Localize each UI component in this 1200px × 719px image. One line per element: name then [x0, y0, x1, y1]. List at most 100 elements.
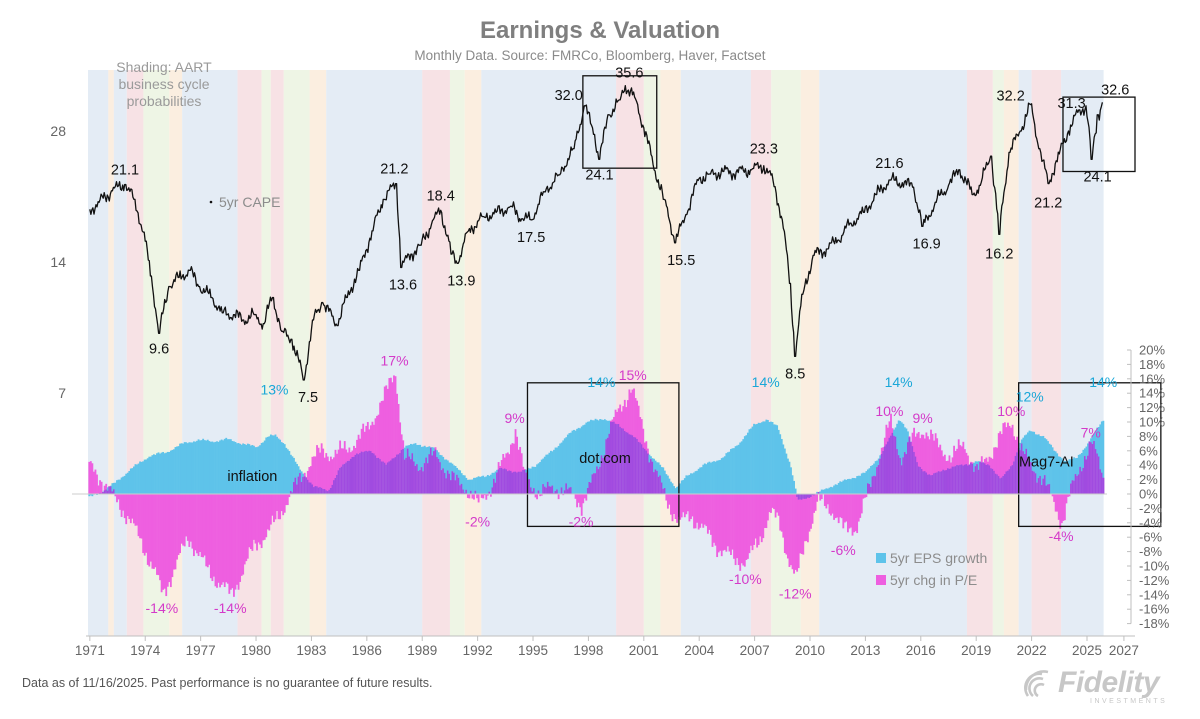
- pe-label: 9%: [504, 410, 524, 426]
- right-tick-label: -4%: [1139, 515, 1163, 530]
- chart-title: Earnings & Valuation: [480, 17, 720, 44]
- cycle-shade-recession: [262, 70, 271, 636]
- x-tick-label-2004: 2004: [684, 643, 715, 658]
- shading-note-line-1: Shading: AART: [116, 59, 212, 75]
- cycle-shade-early: [1004, 70, 1019, 636]
- logo-subtitle: INVESTMENTS: [1090, 698, 1167, 705]
- left-tick-label-14: 14: [50, 254, 66, 270]
- right-tick-label: 4%: [1139, 458, 1158, 473]
- cape-label-21.2: 21.2: [1034, 196, 1062, 212]
- cape-label-24.1: 24.1: [585, 167, 613, 183]
- right-tick-label: 18%: [1139, 357, 1165, 372]
- cycle-shade-expansion: [1019, 70, 1032, 636]
- cycle-shade-expansion: [481, 70, 616, 636]
- x-tick-label-2013: 2013: [850, 643, 880, 658]
- shading-note-line-3: probabilities: [127, 93, 202, 109]
- x-tick-label-2001: 2001: [629, 643, 659, 658]
- x-tick-label-1983: 1983: [296, 643, 326, 658]
- pe-change-bar: [821, 494, 823, 499]
- pe-change-bar: [816, 494, 818, 502]
- eps-label: 13%: [260, 381, 288, 397]
- cycle-shade-late: [1032, 70, 1062, 636]
- pe-label: -14%: [214, 600, 247, 616]
- pe-label: -14%: [146, 600, 179, 616]
- left-tick-label-7: 7: [58, 385, 66, 401]
- x-tick-label-2027: 2027: [1109, 643, 1139, 658]
- cape-label-7.5: 7.5: [298, 390, 318, 406]
- cape-label-32.6: 32.6: [1101, 82, 1129, 98]
- x-tick-label-1977: 1977: [186, 643, 216, 658]
- cape-label-32.2: 32.2: [997, 89, 1025, 105]
- pe-label: 10%: [875, 403, 903, 419]
- pe-label: 7%: [1081, 425, 1101, 441]
- right-tick-label: -18%: [1139, 616, 1170, 631]
- right-tick-label: 16%: [1139, 371, 1165, 386]
- cape-label-35.6: 35.6: [615, 66, 643, 82]
- pe-label: -10%: [729, 571, 762, 587]
- annotation-dot.com: dot.com: [579, 451, 631, 467]
- x-tick-label-2025: 2025: [1072, 643, 1102, 658]
- cycle-shade-early: [108, 70, 114, 636]
- pe-change-bar: [478, 494, 480, 502]
- x-tick-label-1992: 1992: [463, 643, 493, 658]
- x-tick-label-1998: 1998: [573, 643, 603, 658]
- cycle-shade-early: [465, 70, 482, 636]
- pe-change-bar: [468, 494, 470, 498]
- pe-label: -6%: [831, 542, 856, 558]
- right-tick-label: 20%: [1139, 343, 1165, 358]
- pe-label: 17%: [381, 353, 409, 369]
- cape-label-16.2: 16.2: [985, 246, 1013, 262]
- cape-label-21.1: 21.1: [111, 162, 139, 178]
- pe-label: -2%: [465, 513, 490, 529]
- footer-disclaimer: Data as of 11/16/2025. Past performance …: [22, 676, 432, 690]
- eps-label: 12%: [1016, 389, 1044, 405]
- x-tick-label-1971: 1971: [75, 643, 105, 658]
- shading-note-line-2: business cycle: [118, 76, 209, 92]
- pe-label: -12%: [779, 585, 812, 601]
- x-tick-label-2007: 2007: [740, 643, 770, 658]
- right-tick-label: -8%: [1139, 544, 1163, 559]
- cycle-shade-late: [616, 70, 644, 636]
- right-tick-label: 8%: [1139, 429, 1158, 444]
- cape-label-31.3: 31.3: [1057, 96, 1085, 112]
- right-tick-label: -10%: [1139, 559, 1170, 574]
- logo-wordmark: Fidelity: [1058, 666, 1159, 700]
- x-tick-label-1986: 1986: [352, 643, 382, 658]
- right-tick-label: -14%: [1139, 587, 1170, 602]
- legend-label-pe: 5yr chg in P/E: [890, 572, 977, 588]
- cycle-shade-early: [310, 70, 327, 636]
- pe-label: -4%: [1049, 528, 1074, 544]
- right-tick-label: -2%: [1139, 501, 1163, 516]
- cycle-shade-late: [422, 70, 450, 636]
- pe-change-bar: [585, 494, 587, 501]
- right-tick-label: -12%: [1139, 573, 1170, 588]
- x-tick-label-2019: 2019: [961, 643, 991, 658]
- fidelity-rings-icon: [1022, 666, 1062, 702]
- cape-label-15.5: 15.5: [667, 253, 695, 269]
- right-tick-label: 12%: [1139, 400, 1165, 415]
- right-tick-label: 14%: [1139, 386, 1165, 401]
- pe-label: -2%: [569, 513, 594, 529]
- x-tick-label-2016: 2016: [906, 643, 936, 658]
- x-tick-label-2010: 2010: [795, 643, 825, 658]
- overlap-bar: [1102, 478, 1104, 494]
- right-tick-label: -6%: [1139, 530, 1163, 545]
- cape-legend-marker: [210, 201, 213, 204]
- right-tick-label: 2%: [1139, 472, 1158, 487]
- cape-label-24.1: 24.1: [1083, 169, 1111, 185]
- cycle-shade-expansion: [114, 70, 127, 636]
- annotation-inflation: inflation: [227, 469, 277, 485]
- right-tick-label: -16%: [1139, 602, 1170, 617]
- pe-change-bar: [558, 494, 560, 499]
- cycle-shade-recession: [993, 70, 1004, 636]
- cape-legend-label: 5yr CAPE: [219, 194, 280, 210]
- x-tick-label-2022: 2022: [1017, 643, 1047, 658]
- eps-label: 14%: [885, 374, 913, 390]
- x-tick-label-1989: 1989: [407, 643, 437, 658]
- cape-label-13.6: 13.6: [389, 277, 417, 293]
- right-tick-label: 10%: [1139, 415, 1165, 430]
- eps-label: 14%: [1089, 374, 1117, 390]
- chart-subtitle: Monthly Data. Source: FMRCo, Bloomberg, …: [414, 48, 765, 63]
